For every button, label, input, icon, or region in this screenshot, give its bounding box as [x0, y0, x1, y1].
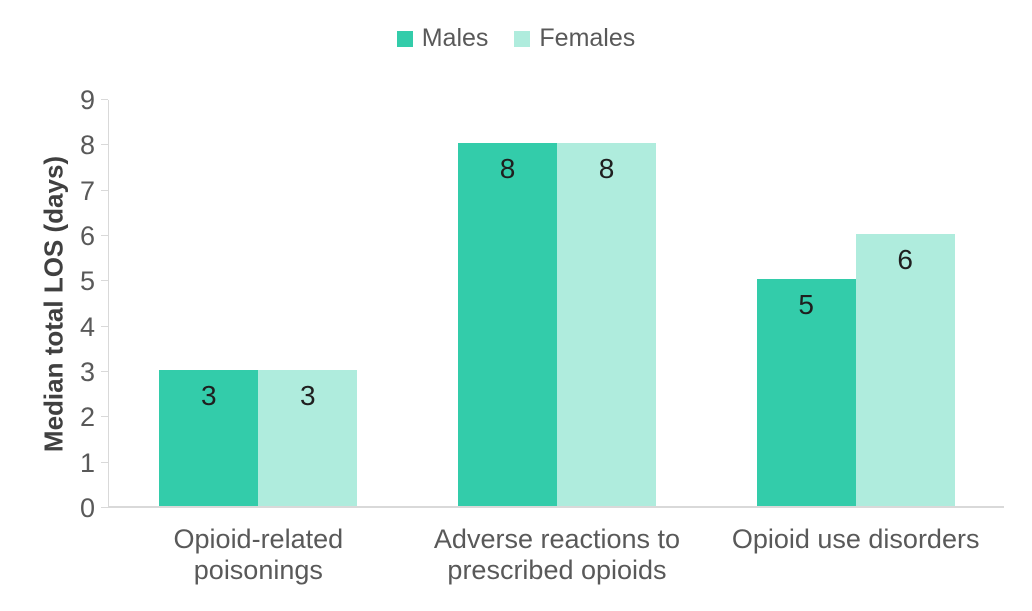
y-axis-tick-label: 7 — [79, 175, 95, 206]
x-axis-category-label: Adverse reactions to prescribed opioids — [433, 524, 681, 585]
y-axis-tick-mark — [101, 189, 108, 191]
bar-males-2: 5 — [756, 279, 856, 506]
y-axis-tick-mark — [101, 416, 108, 418]
bar-males-0: 3 — [159, 370, 259, 506]
bar-data-label: 3 — [201, 380, 217, 411]
bar-data-label: 5 — [798, 289, 814, 321]
bar-data-label: 3 — [300, 380, 316, 411]
legend-item-females: Females — [514, 24, 635, 53]
y-axis-tick-label: 1 — [79, 447, 95, 478]
x-axis-category-label: Opioid-related poisonings — [173, 524, 344, 585]
bar-data-label: 6 — [897, 244, 913, 275]
y-axis-tick-mark — [101, 99, 108, 100]
bar-males-1: 8 — [458, 143, 557, 506]
y-axis-tick-mark — [101, 280, 108, 282]
legend: Males Females — [0, 24, 1032, 53]
y-axis-tick-mark — [101, 507, 108, 508]
y-axis-tick-mark — [101, 235, 108, 236]
y-axis-tick-label: 8 — [79, 130, 95, 161]
y-axis-tick-label: 3 — [79, 357, 95, 387]
plot-area: 0 1 2 3 4 5 6 7 8 9 3 3 Opioid-related poisonings 8 8 A… — [80, 87, 1004, 585]
bar-females-0: 3 — [258, 370, 358, 506]
legend-swatch-icon — [396, 30, 413, 47]
bar-females-2: 6 — [855, 234, 955, 506]
y-axis-tick-label: 4 — [79, 311, 95, 342]
legend-item-males: Males — [396, 24, 489, 53]
y-axis-tick-label: 0 — [79, 493, 95, 523]
legend-label: Males — [421, 24, 489, 52]
y-axis-tick-mark — [101, 461, 108, 463]
y-axis-tick-label: 9 — [79, 85, 95, 115]
y-axis-tick-label: 2 — [79, 402, 95, 433]
legend-label: Females — [539, 24, 636, 52]
y-axis-tick-label: 6 — [79, 221, 95, 251]
y-axis-tick-mark — [101, 144, 108, 146]
legend-swatch-icon — [514, 30, 531, 47]
bar-data-label: 8 — [499, 153, 516, 185]
bar-data-label: 8 — [598, 153, 615, 185]
y-axis-tick-mark — [101, 371, 108, 372]
y-axis-tick-label: 5 — [79, 266, 95, 297]
x-axis-category-label: Opioid use disorders — [731, 524, 980, 554]
y-axis-tick-mark — [101, 325, 108, 327]
bar-females-1: 8 — [557, 143, 656, 506]
